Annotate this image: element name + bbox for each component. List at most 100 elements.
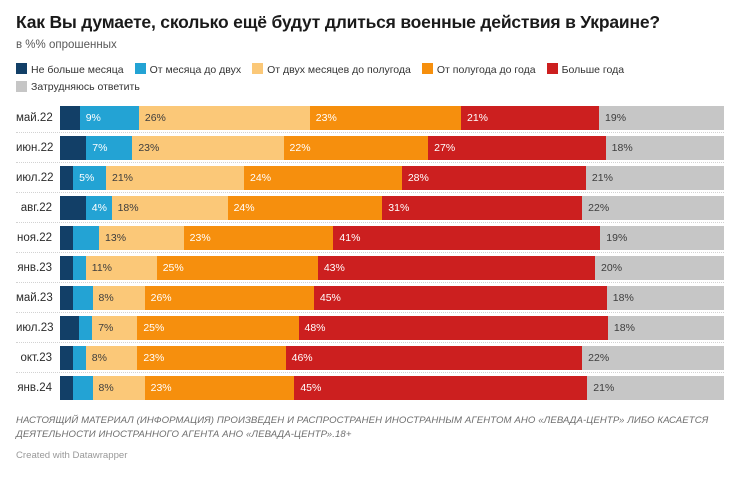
bar-segment[interactable]: 23% xyxy=(309,105,461,130)
stacked-bar: 8% 23% 46% 22% xyxy=(60,345,724,370)
bar-segment[interactable]: 18% xyxy=(111,195,228,220)
bar-segment[interactable]: 24% xyxy=(227,195,383,220)
bar-segment[interactable]: 25% xyxy=(156,255,318,280)
bar-segment[interactable]: 18% xyxy=(606,285,724,310)
legend-swatch-hard-to-say xyxy=(16,80,27,92)
chart-row: май.22 9% 26% 23% 21% 19% xyxy=(16,104,724,132)
foreign-agent-disclaimer: НАСТОЯЩИЙ МАТЕРИАЛ (ИНФОРМАЦИЯ) ПРОИЗВЕД… xyxy=(16,414,709,440)
bar-segment[interactable]: 9% xyxy=(79,105,139,130)
stacked-bar: 13% 23% 41% 19% xyxy=(60,225,724,250)
chart-row: июн.22 7% 23% 22% 27% 18% xyxy=(16,134,724,162)
bar-segment[interactable]: 41% xyxy=(333,225,601,250)
bar-segment[interactable]: 21% xyxy=(585,165,724,190)
legend-swatch-one-to-two-months xyxy=(134,63,146,75)
bar-segment[interactable]: 28% xyxy=(401,165,586,190)
bar-segment[interactable]: 31% xyxy=(382,195,583,220)
bar-segment[interactable]: 45% xyxy=(313,285,607,310)
bar-segment[interactable]: 21% xyxy=(106,165,245,190)
bar-segment[interactable]: 18% xyxy=(605,135,724,160)
legend-item[interactable]: От полугода до года xyxy=(421,62,536,79)
bar-segment[interactable]: 45% xyxy=(294,375,588,400)
bar-segment[interactable] xyxy=(79,315,93,340)
bar-segment-value: 26% xyxy=(150,291,172,304)
chart-row: июл.23 7% 25% 48% 18% xyxy=(16,314,724,342)
bar-segment[interactable] xyxy=(60,225,74,250)
bar-segment[interactable]: 24% xyxy=(244,165,402,190)
bar-segment[interactable]: 21% xyxy=(587,375,724,400)
bar-segment[interactable]: 5% xyxy=(73,165,106,190)
bar-segment[interactable]: 4% xyxy=(85,195,112,220)
bar-segment[interactable]: 19% xyxy=(599,105,724,130)
bar-segment-value: 41% xyxy=(339,231,361,244)
bar-segment[interactable]: 43% xyxy=(317,255,596,280)
bar-segment-value: 19% xyxy=(605,111,627,124)
bar-segment[interactable] xyxy=(60,255,73,280)
datawrapper-credit[interactable]: Created with Datawrapper xyxy=(16,449,128,461)
bar-segment[interactable] xyxy=(60,345,73,370)
bar-segment[interactable]: 8% xyxy=(92,285,145,310)
bar-segment[interactable] xyxy=(60,195,86,220)
bar-segment[interactable]: 23% xyxy=(137,345,286,370)
bar-segment[interactable] xyxy=(73,285,93,310)
bar-segment[interactable] xyxy=(72,345,86,370)
bar-segment[interactable] xyxy=(60,285,74,310)
bar-segment[interactable]: 22% xyxy=(582,345,724,370)
bar-segment[interactable]: 25% xyxy=(137,315,299,340)
bar-segment[interactable]: 22% xyxy=(582,195,724,220)
bar-segment[interactable]: 26% xyxy=(144,285,314,310)
bar-segment-value: 8% xyxy=(98,381,114,394)
bar-segment[interactable]: 26% xyxy=(138,105,310,130)
bar-segment[interactable]: 23% xyxy=(144,375,295,400)
bar-segment[interactable]: 22% xyxy=(283,135,429,160)
bar-segment[interactable]: 19% xyxy=(600,225,724,250)
page-title: Как Вы думаете, сколько ещё будут длитьс… xyxy=(16,12,660,32)
bar-segment-value: 43% xyxy=(323,261,345,274)
bar-segment-value: 7% xyxy=(98,321,114,334)
bar-segment-value: 5% xyxy=(79,171,95,184)
bar-segment[interactable]: 23% xyxy=(183,225,334,250)
bar-segment[interactable] xyxy=(60,315,80,340)
bar-segment[interactable]: 8% xyxy=(85,345,138,370)
bar-segment[interactable]: 20% xyxy=(595,255,724,280)
legend-item[interactable]: Затрудняюсь ответить xyxy=(16,79,140,96)
bar-segment-value: 31% xyxy=(388,201,410,214)
stacked-bar: 8% 26% 45% 18% xyxy=(60,285,724,310)
chart-row: ноя.22 13% 23% 41% 19% xyxy=(16,224,724,252)
bar-segment[interactable] xyxy=(73,375,93,400)
row-separator xyxy=(16,371,724,374)
legend-item[interactable]: От двух месяцев до полугода xyxy=(252,62,411,79)
bar-segment-value: 28% xyxy=(407,171,429,184)
bar-segment[interactable] xyxy=(60,135,87,160)
bar-segment-value: 27% xyxy=(434,141,456,154)
bar-segment[interactable] xyxy=(60,375,74,400)
bar-segment[interactable]: 13% xyxy=(99,225,184,250)
bar-segment[interactable]: 46% xyxy=(285,345,583,370)
legend-item-label: От двух месяцев до полугода xyxy=(267,63,411,76)
bar-segment[interactable] xyxy=(72,255,86,280)
legend-item[interactable]: От месяца до двух xyxy=(134,62,241,79)
bar-segment[interactable] xyxy=(60,165,74,190)
bar-segment[interactable]: 18% xyxy=(607,315,724,340)
bar-segment[interactable]: 23% xyxy=(132,135,284,160)
bar-segment-value: 13% xyxy=(105,231,127,244)
legend-item[interactable]: Не больше месяца xyxy=(16,62,124,79)
bar-segment[interactable]: 27% xyxy=(428,135,606,160)
row-category-label: июл.23 xyxy=(16,321,54,334)
bar-segment-value: 21% xyxy=(593,381,615,394)
bar-segment[interactable] xyxy=(73,225,100,250)
bar-segment[interactable]: 7% xyxy=(92,315,138,340)
row-separator xyxy=(16,251,724,254)
chart-footer: НАСТОЯЩИЙ МАТЕРИАЛ (ИНФОРМАЦИЯ) ПРОИЗВЕД… xyxy=(16,414,724,461)
bar-segment[interactable]: 48% xyxy=(298,315,608,340)
bar-segment[interactable] xyxy=(60,105,80,130)
bar-segment[interactable]: 11% xyxy=(85,255,157,280)
stacked-bar: 11% 25% 43% 20% xyxy=(60,255,724,280)
row-category-label: авг.22 xyxy=(20,201,52,214)
bar-segment-value: 23% xyxy=(315,111,337,124)
bar-segment[interactable]: 21% xyxy=(461,105,600,130)
bar-segment[interactable]: 7% xyxy=(86,135,133,160)
legend-item[interactable]: Больше года xyxy=(546,62,624,79)
stacked-bar: 5% 21% 24% 28% 21% xyxy=(60,165,724,190)
bar-segment[interactable]: 8% xyxy=(92,375,145,400)
row-separator xyxy=(16,221,724,224)
